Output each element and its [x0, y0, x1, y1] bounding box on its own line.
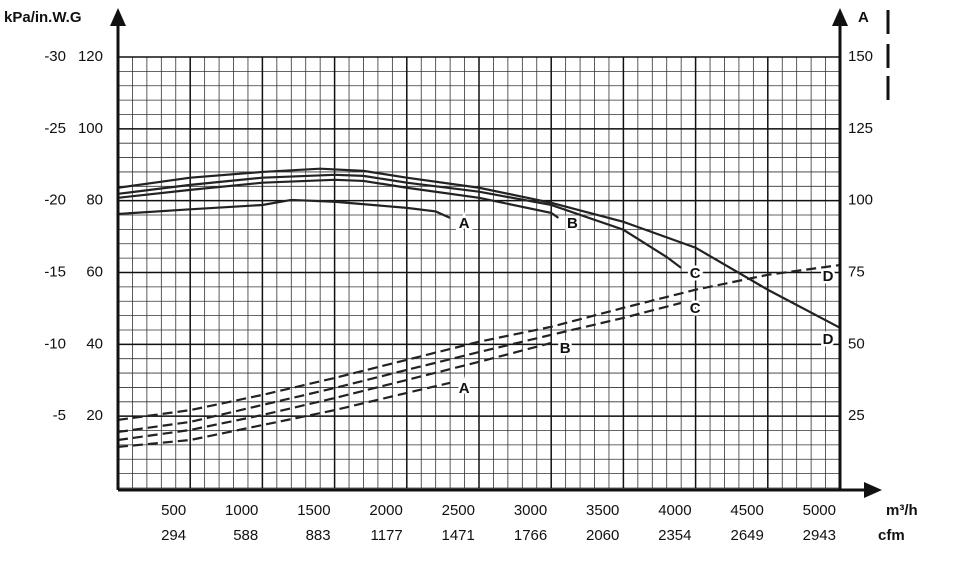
- x2-tick-label: 294: [161, 527, 186, 544]
- y2-tick-label: 75: [848, 263, 865, 280]
- y3-tick-label: -25: [44, 120, 66, 137]
- x-tick-label: 4000: [658, 502, 691, 519]
- y-tick-label: 60: [86, 263, 103, 280]
- x2-tick-label: 1766: [514, 527, 547, 544]
- x-tick-label: 500: [161, 502, 186, 519]
- x2-tick-label: 2649: [730, 527, 763, 544]
- curves: [117, 167, 841, 449]
- y2-axis-label: A: [858, 9, 869, 26]
- y2-tick-label: 125: [848, 120, 873, 137]
- dashed-curve: [117, 381, 451, 449]
- y3-tick-label: -5: [53, 407, 66, 424]
- x2-tick-label: 2060: [586, 527, 619, 544]
- y2-tick-label: 100: [848, 192, 873, 209]
- x-tick-label: 3500: [586, 502, 619, 519]
- x-tick-label: 5000: [803, 502, 836, 519]
- solid-curve: [117, 198, 451, 219]
- x-tick-label: 2500: [442, 502, 475, 519]
- solid-curve: [117, 178, 560, 219]
- x2-tick-label: 588: [233, 527, 258, 544]
- y2-tick-label: 25: [848, 407, 865, 424]
- curve-label: B: [567, 215, 578, 232]
- x-tick-label: 1000: [225, 502, 258, 519]
- y-tick-label: 120: [78, 48, 103, 65]
- x2-tick-label: 883: [306, 527, 331, 544]
- curve-label: B: [560, 340, 571, 357]
- x-tick-label: 2000: [369, 502, 402, 519]
- curve-label: C: [690, 265, 701, 282]
- x-axis-label: m³/h: [886, 502, 918, 519]
- y3-tick-label: -20: [44, 192, 66, 209]
- curve-label: D: [823, 268, 834, 285]
- y2-tick-label: 150: [848, 48, 873, 65]
- y3-tick-label: -15: [44, 263, 66, 280]
- y2-arrow: [832, 8, 848, 26]
- x2-tick-label: 2354: [658, 527, 691, 544]
- y-tick-label: 40: [86, 335, 103, 352]
- solid-curve: [117, 173, 682, 269]
- curve-label: A: [459, 380, 470, 397]
- x-tick-label: 3000: [514, 502, 547, 519]
- y2-tick-label: 50: [848, 335, 865, 352]
- dashed-curve: [117, 301, 682, 434]
- x2-tick-label: 1177: [370, 527, 402, 544]
- axes: [110, 8, 890, 498]
- x2-tick-label: 1471: [442, 527, 475, 544]
- x2-axis-label: cfm: [878, 527, 905, 544]
- y3-tick-label: -10: [44, 335, 66, 352]
- dashed-curve: [117, 341, 552, 442]
- x-tick-label: 1500: [297, 502, 330, 519]
- y-tick-label: 20: [86, 407, 103, 424]
- curve-label: D: [823, 331, 834, 348]
- x2-tick-label: 2943: [803, 527, 836, 544]
- x-tick-label: 4500: [730, 502, 763, 519]
- solid-curve: [117, 167, 841, 329]
- y3-tick-label: -30: [44, 48, 66, 65]
- y-axis-label: kPa/in.W.G: [4, 9, 82, 26]
- curve-label: C: [690, 300, 701, 317]
- x-arrow: [864, 482, 882, 498]
- curve-label: A: [459, 215, 470, 232]
- dashed-curve: [117, 263, 841, 421]
- y-arrow: [110, 8, 126, 26]
- y-tick-label: 100: [78, 120, 103, 137]
- grid: [117, 56, 841, 489]
- y-tick-label: 80: [86, 192, 103, 209]
